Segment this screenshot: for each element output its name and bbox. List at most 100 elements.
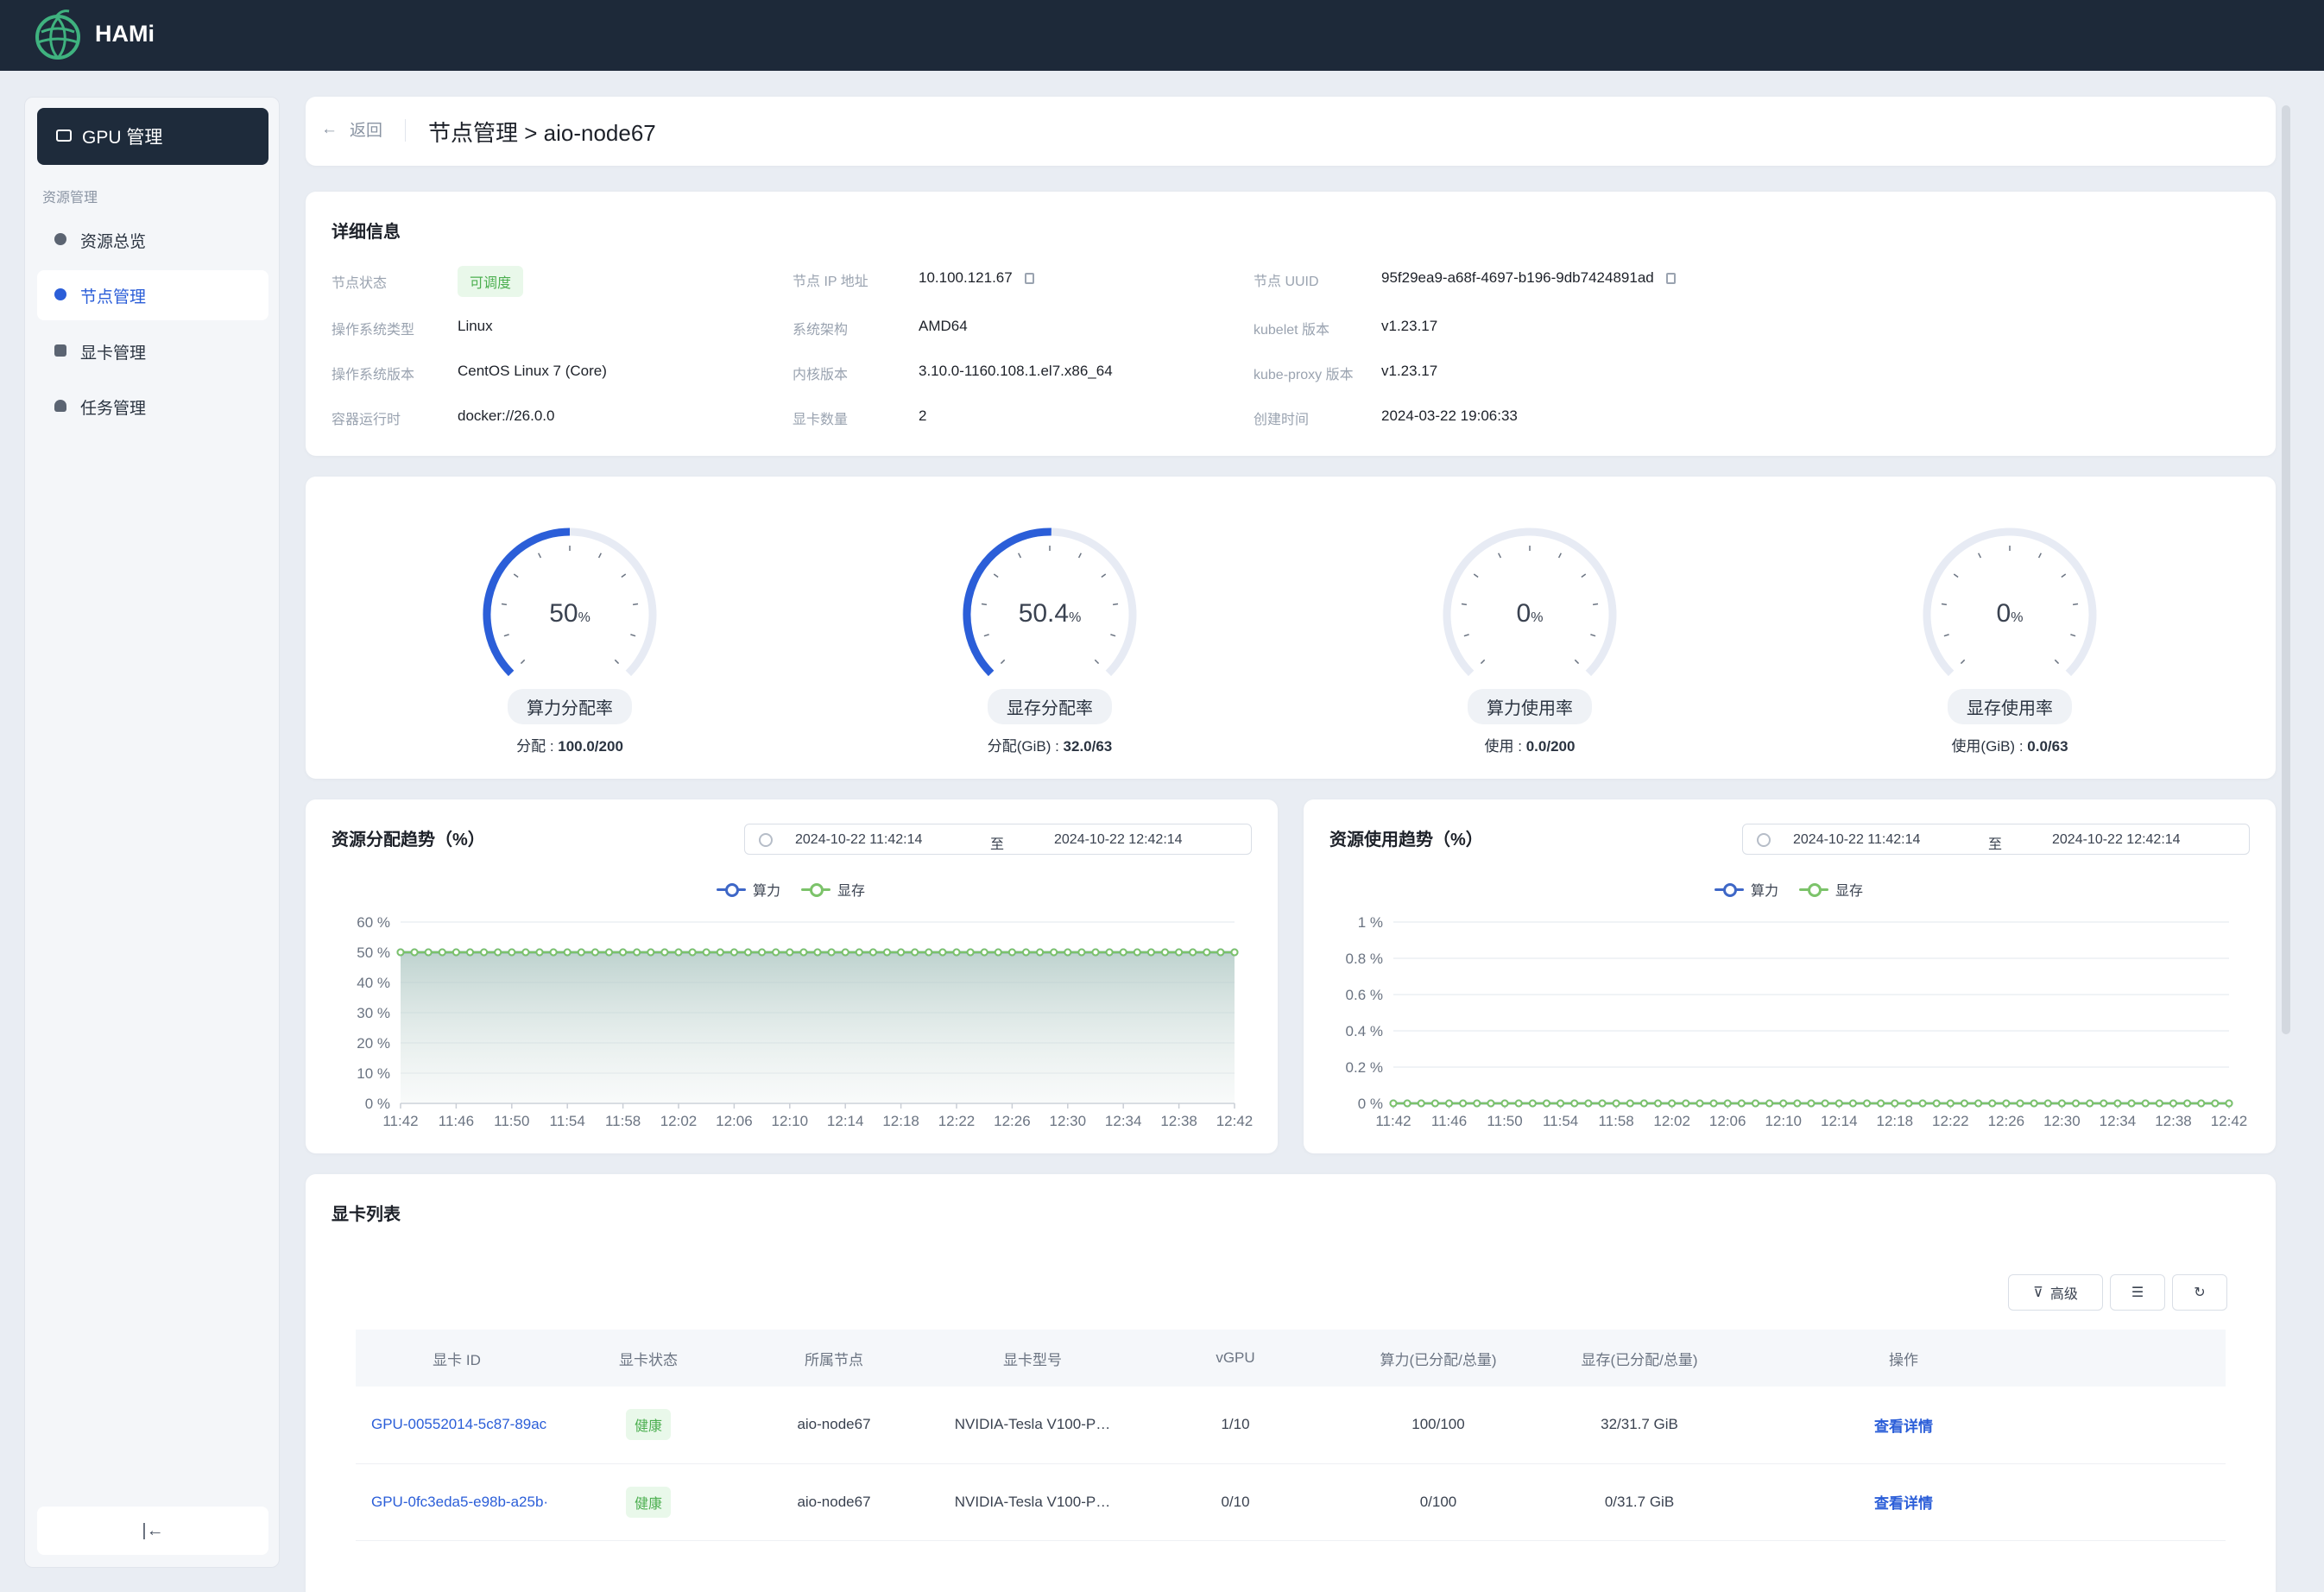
column-header[interactable]: 显卡 ID xyxy=(356,1330,558,1387)
data-point xyxy=(2002,1099,2011,1108)
gpu-list-card: 显卡列表 ⊽ 高级 ☰ ↻ 显卡 ID 显卡状态 所属节点 显卡型号 vGPU … xyxy=(306,1174,2276,1592)
data-point xyxy=(508,948,516,957)
gauge-tick xyxy=(520,659,526,665)
overview-icon xyxy=(54,233,66,245)
gauge-tick xyxy=(2037,553,2042,559)
sidebar-item-gpus[interactable]: 显卡管理 xyxy=(37,326,268,376)
data-point xyxy=(1430,1099,1439,1108)
view-details-link[interactable]: 查看详情 xyxy=(1874,1418,1933,1435)
column-header[interactable]: 显卡状态 xyxy=(558,1330,739,1387)
column-header[interactable]: 显存(已分配/总量) xyxy=(1542,1330,1737,1387)
column-settings-button[interactable]: ☰ xyxy=(2110,1274,2165,1311)
column-header[interactable]: 算力(已分配/总量) xyxy=(1335,1330,1542,1387)
top-bar: HAMi xyxy=(0,0,2324,71)
column-header[interactable]: 所属节点 xyxy=(739,1330,929,1387)
data-point xyxy=(786,948,794,957)
x-tick-label: 12:38 xyxy=(2155,1113,2192,1129)
legend-item-memory[interactable]: 显存 xyxy=(1799,879,1863,900)
legend-item-compute[interactable]: 算力 xyxy=(717,879,780,900)
data-point xyxy=(1779,1099,1788,1108)
field-label: 系统架构 xyxy=(793,323,849,338)
page-title: 节点管理 > aio-node67 xyxy=(428,120,656,146)
legend-item-compute[interactable]: 算力 xyxy=(1715,879,1778,900)
legend-swatch xyxy=(1799,883,1829,897)
details-title: 详细信息 xyxy=(332,223,401,242)
x-tick-label: 12:02 xyxy=(1653,1113,1690,1129)
date-range-picker[interactable]: 2024-10-22 11:42:14 至 2024-10-22 12:42:1… xyxy=(1742,824,2250,855)
copy-icon[interactable] xyxy=(1665,273,1676,285)
data-point xyxy=(925,948,933,957)
filter-icon: ⊽ xyxy=(2033,1286,2043,1300)
node-cell: aio-node67 xyxy=(739,1463,929,1541)
gauge-tick xyxy=(632,603,639,606)
legend-item-memory[interactable]: 显存 xyxy=(801,879,865,900)
gpu-id-link[interactable]: GPU-00552014-5c87-89ac xyxy=(356,1387,558,1464)
gpu-id-link[interactable]: GPU-0fc3eda5-e98b-a25b· xyxy=(356,1463,558,1541)
data-point xyxy=(897,948,906,957)
column-header[interactable]: 显卡型号 xyxy=(929,1330,1136,1387)
node-cell: aio-node67 xyxy=(739,1387,929,1464)
collapse-icon: |← xyxy=(142,1520,164,1540)
y-tick-label: 0.4 % xyxy=(1346,1023,1383,1039)
gauge-tick xyxy=(538,553,542,559)
gauge-compute-allocation: 50% 算力分配率 分配 : 100.0/200 xyxy=(466,520,673,755)
refresh-icon: ↻ xyxy=(2194,1286,2206,1300)
os-version-value: CentOS Linux 7 (Core) xyxy=(458,363,607,379)
date-to[interactable]: 2024-10-22 12:42:14 xyxy=(1054,832,1183,847)
data-point xyxy=(1848,1099,1857,1108)
x-tick-label: 12:30 xyxy=(1050,1113,1087,1129)
data-point xyxy=(2169,1099,2177,1108)
page-scrollbar[interactable] xyxy=(2282,105,2290,1034)
sidebar-item-overview[interactable]: 资源总览 xyxy=(37,215,268,265)
settings-list-icon: ☰ xyxy=(2131,1286,2144,1300)
gauge-fill xyxy=(963,528,1051,677)
collapse-sidebar-button[interactable]: |← xyxy=(37,1507,268,1555)
refresh-button[interactable]: ↻ xyxy=(2172,1274,2227,1311)
node-ip-value: 10.100.121.67 xyxy=(919,269,1034,287)
data-point xyxy=(2183,1099,2192,1108)
gauge-tick xyxy=(630,634,636,637)
gauge-tick xyxy=(2061,573,2067,578)
data-point xyxy=(549,948,558,957)
column-header: 操作 xyxy=(1737,1330,2226,1387)
view-details-link[interactable]: 查看详情 xyxy=(1874,1495,1933,1512)
date-from[interactable]: 2024-10-22 11:42:14 xyxy=(795,832,923,847)
date-from[interactable]: 2024-10-22 11:42:14 xyxy=(1793,832,1921,847)
date-range-picker[interactable]: 2024-10-22 11:42:14 至 2024-10-22 12:42:1… xyxy=(744,824,1252,855)
sidebar-item-nodes[interactable]: 节点管理 xyxy=(37,270,268,320)
date-to[interactable]: 2024-10-22 12:42:14 xyxy=(2052,832,2181,847)
gauge-tick xyxy=(1581,573,1587,578)
advanced-filter-button[interactable]: ⊽ 高级 xyxy=(2008,1274,2103,1311)
data-point xyxy=(2113,1099,2122,1108)
gauge-detail: 使用 : 0.0/200 xyxy=(1484,738,1576,755)
chart-title: 资源使用趋势（%） xyxy=(1329,831,1483,850)
data-point xyxy=(396,948,405,957)
field-label: 内核版本 xyxy=(793,368,849,382)
sidebar-item-label: 资源总览 xyxy=(80,232,147,251)
field-label: kubelet 版本 xyxy=(1254,323,1330,338)
sidebar-item-tasks[interactable]: 任务管理 xyxy=(37,382,268,432)
container-runtime-value: docker://26.0.0 xyxy=(458,407,555,424)
gauge-memory-allocation: 50.4% 显存分配率 分配(GiB) : 32.0/63 xyxy=(946,520,1153,755)
field-label: 显卡数量 xyxy=(793,413,849,427)
data-point xyxy=(1668,1099,1677,1108)
kubelet-version-value: v1.23.17 xyxy=(1381,318,1438,334)
kube-proxy-version-value: v1.23.17 xyxy=(1381,363,1438,379)
column-header[interactable]: vGPU xyxy=(1136,1330,1335,1387)
gauge-tick xyxy=(1574,659,1580,665)
data-point xyxy=(1974,1099,1983,1108)
gpu-management-header[interactable]: GPU 管理 xyxy=(37,108,268,165)
x-tick-label: 12:14 xyxy=(827,1113,864,1129)
x-tick-label: 11:54 xyxy=(1543,1113,1578,1129)
copy-icon[interactable] xyxy=(1024,273,1034,285)
gauge-dial xyxy=(1923,528,2097,677)
data-point xyxy=(1737,1099,1746,1108)
data-point xyxy=(438,948,446,957)
back-button[interactable]: ← 返回 xyxy=(321,117,382,141)
data-point xyxy=(1459,1099,1468,1108)
x-tick-label: 12:38 xyxy=(1160,1113,1197,1129)
data-point xyxy=(1133,948,1141,957)
data-point xyxy=(647,948,655,957)
data-point xyxy=(855,948,863,957)
x-tick-label: 12:26 xyxy=(1988,1113,2025,1129)
